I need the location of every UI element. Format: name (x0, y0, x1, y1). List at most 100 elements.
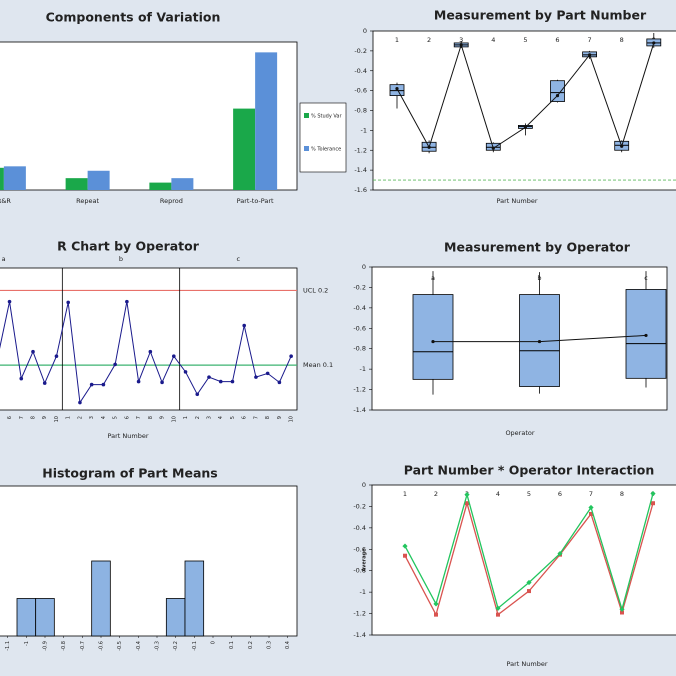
range-point (195, 392, 200, 397)
range-point (31, 349, 35, 354)
range-point (136, 379, 141, 384)
mean-point (491, 146, 495, 150)
series-point (651, 501, 655, 506)
x-axis-label: Part Number (506, 660, 547, 668)
y-tick-label: -0.8 (353, 567, 366, 575)
y-tick-label: -0.4 (353, 304, 366, 312)
x-tick-label: 9 (160, 416, 166, 419)
category-label: 5 (523, 36, 527, 44)
y-tick-label: 0 (362, 481, 366, 489)
chart-title: Measurement by Part Number (434, 8, 647, 23)
x-tick-label: 1 (66, 416, 72, 419)
series-point (620, 610, 624, 615)
range-point (78, 400, 82, 405)
x-tick-label: 4 (218, 416, 224, 419)
series-point (526, 579, 532, 586)
x-tick-label: 2 (195, 416, 201, 419)
x-tick-label: 4 (101, 416, 107, 419)
y-tick-label: -1.4 (353, 631, 366, 639)
series-point (465, 501, 469, 506)
y-tick-label: -0.4 (353, 524, 366, 532)
box (412, 294, 454, 380)
range-point (230, 379, 235, 384)
category-label: 1 (403, 490, 407, 498)
x-tick-label: 8 (148, 416, 154, 419)
range-point (89, 382, 94, 387)
category-label: 2 (427, 36, 431, 44)
category-label: 6 (555, 36, 559, 44)
series-point (495, 605, 501, 611)
range-point (7, 299, 12, 304)
plot-area (372, 30, 676, 191)
x-tick-label: 1 (183, 416, 189, 419)
x-tick-label: 6 (7, 416, 13, 419)
legend (299, 102, 347, 173)
y-tick-label: -0.2 (353, 283, 366, 291)
y-tick-label: -0.2 (353, 502, 366, 510)
series-point (402, 543, 408, 549)
series-point (650, 490, 656, 497)
x-tick-label: 0.4 (285, 641, 291, 649)
mean-point (588, 53, 592, 57)
x-tick-label: 6 (242, 416, 248, 419)
range-point (125, 299, 129, 304)
mean-point (555, 93, 560, 98)
range-point (19, 376, 24, 381)
range-point (148, 349, 153, 354)
range-point (242, 323, 246, 328)
x-tick-label: 6 (124, 416, 130, 419)
y-axis-label: Average (362, 548, 368, 572)
series-point (589, 511, 593, 516)
x-tick-label: 7 (19, 416, 25, 419)
category-label: 2 (434, 490, 438, 498)
x-tick-label: -0.2 (173, 641, 179, 651)
y-tick-label: -0.6 (353, 324, 366, 332)
range-point (101, 382, 106, 387)
y-tick-label: -0.6 (354, 87, 367, 95)
x-tick-label: -1 (24, 641, 30, 646)
histogram-bar (165, 598, 186, 637)
bar (255, 52, 278, 190)
x-tick-label: -0.4 (136, 641, 142, 651)
plot-area (371, 484, 676, 636)
legend-swatch (304, 113, 309, 118)
histogram-bar (16, 598, 37, 637)
plot-area (0, 267, 298, 411)
category-label: 8 (620, 490, 624, 498)
category-label: 4 (496, 490, 500, 498)
series-point (403, 553, 407, 558)
category-label: 6 (558, 490, 562, 498)
chart-title: Components of Variation (46, 10, 221, 25)
group-label: b (119, 255, 123, 263)
y-tick-label: -1 (360, 588, 366, 596)
bar (171, 178, 194, 190)
x-tick-label: Repeat (76, 197, 99, 205)
category-label: 3 (459, 36, 463, 44)
series-point (619, 606, 625, 612)
series-point (433, 601, 439, 607)
chart-title: Part Number * Operator Interaction (404, 463, 654, 478)
y-tick-label: 0 (362, 263, 366, 271)
x-tick-label: 3 (89, 416, 95, 419)
legend-label: % Tolerance (311, 147, 341, 153)
mean-point (537, 339, 542, 344)
x-tick-label: 0.2 (248, 641, 254, 649)
y-tick-label: -1.6 (354, 186, 367, 194)
mean-point (459, 43, 463, 47)
bar (65, 178, 88, 190)
mean-point (644, 333, 648, 338)
x-tick-label: -0.8 (61, 641, 67, 651)
range-point (54, 354, 59, 358)
range-point (113, 362, 117, 367)
range-line (0, 301, 292, 404)
range-point (218, 379, 223, 384)
mean-point (523, 125, 528, 129)
x-tick-label: -0.7 (80, 641, 86, 651)
y-tick-label: -1.4 (353, 406, 366, 414)
bar (233, 108, 256, 190)
mean-point (427, 145, 431, 149)
x-axis-label: Part Number (496, 197, 537, 205)
series-point (434, 612, 438, 617)
mean-point (620, 144, 624, 148)
